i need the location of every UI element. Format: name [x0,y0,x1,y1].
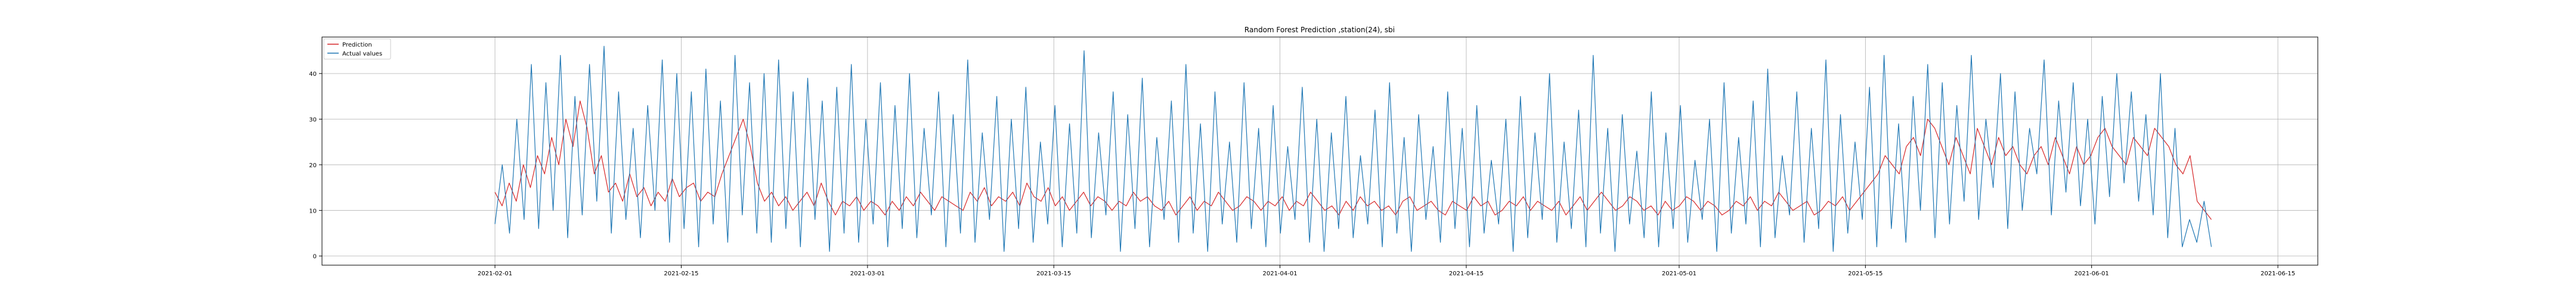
legend-label-prediction: Prediction [342,42,372,48]
x-tick-label-4: 2021-04-01 [1262,271,1297,277]
x-tick-label-3: 2021-03-15 [1036,271,1071,277]
x-tick-label-1: 2021-02-15 [664,271,698,277]
x-tick-label-6: 2021-05-01 [1662,271,1696,277]
y-tick-label-3: 30 [309,117,317,124]
chart-title: Random Forest Prediction ,station(24), s… [1244,26,1395,34]
x-axis: 2021-02-01 2021-02-15 2021-03-01 2021-03-15… [478,265,2295,277]
y-tick-label-2: 20 [309,162,317,169]
y-tick-label-1: 10 [309,208,317,214]
x-tick-label-8: 2021-06-01 [2075,271,2109,277]
legend-label-actual: Actual values [342,51,382,57]
x-tick-label-9: 2021-06-15 [2261,271,2295,277]
x-tick-label-0: 2021-02-01 [478,271,512,277]
plot-area [494,45,2212,252]
series-line-prediction [494,100,2212,220]
legend: Prediction Actual values [323,38,391,60]
y-axis: 0 10 20 30 40 [309,71,322,260]
axes-frame [321,36,2318,266]
series-line-actual-values [494,45,2212,252]
x-tick-label-7: 2021-05-15 [1848,271,1883,277]
x-tick-label-5: 2021-04-15 [1449,271,1484,277]
legend-box [323,38,391,60]
x-tick-label-2: 2021-03-01 [850,271,885,277]
y-tick-label-4: 40 [309,71,317,78]
y-tick-label-0: 0 [313,254,317,260]
